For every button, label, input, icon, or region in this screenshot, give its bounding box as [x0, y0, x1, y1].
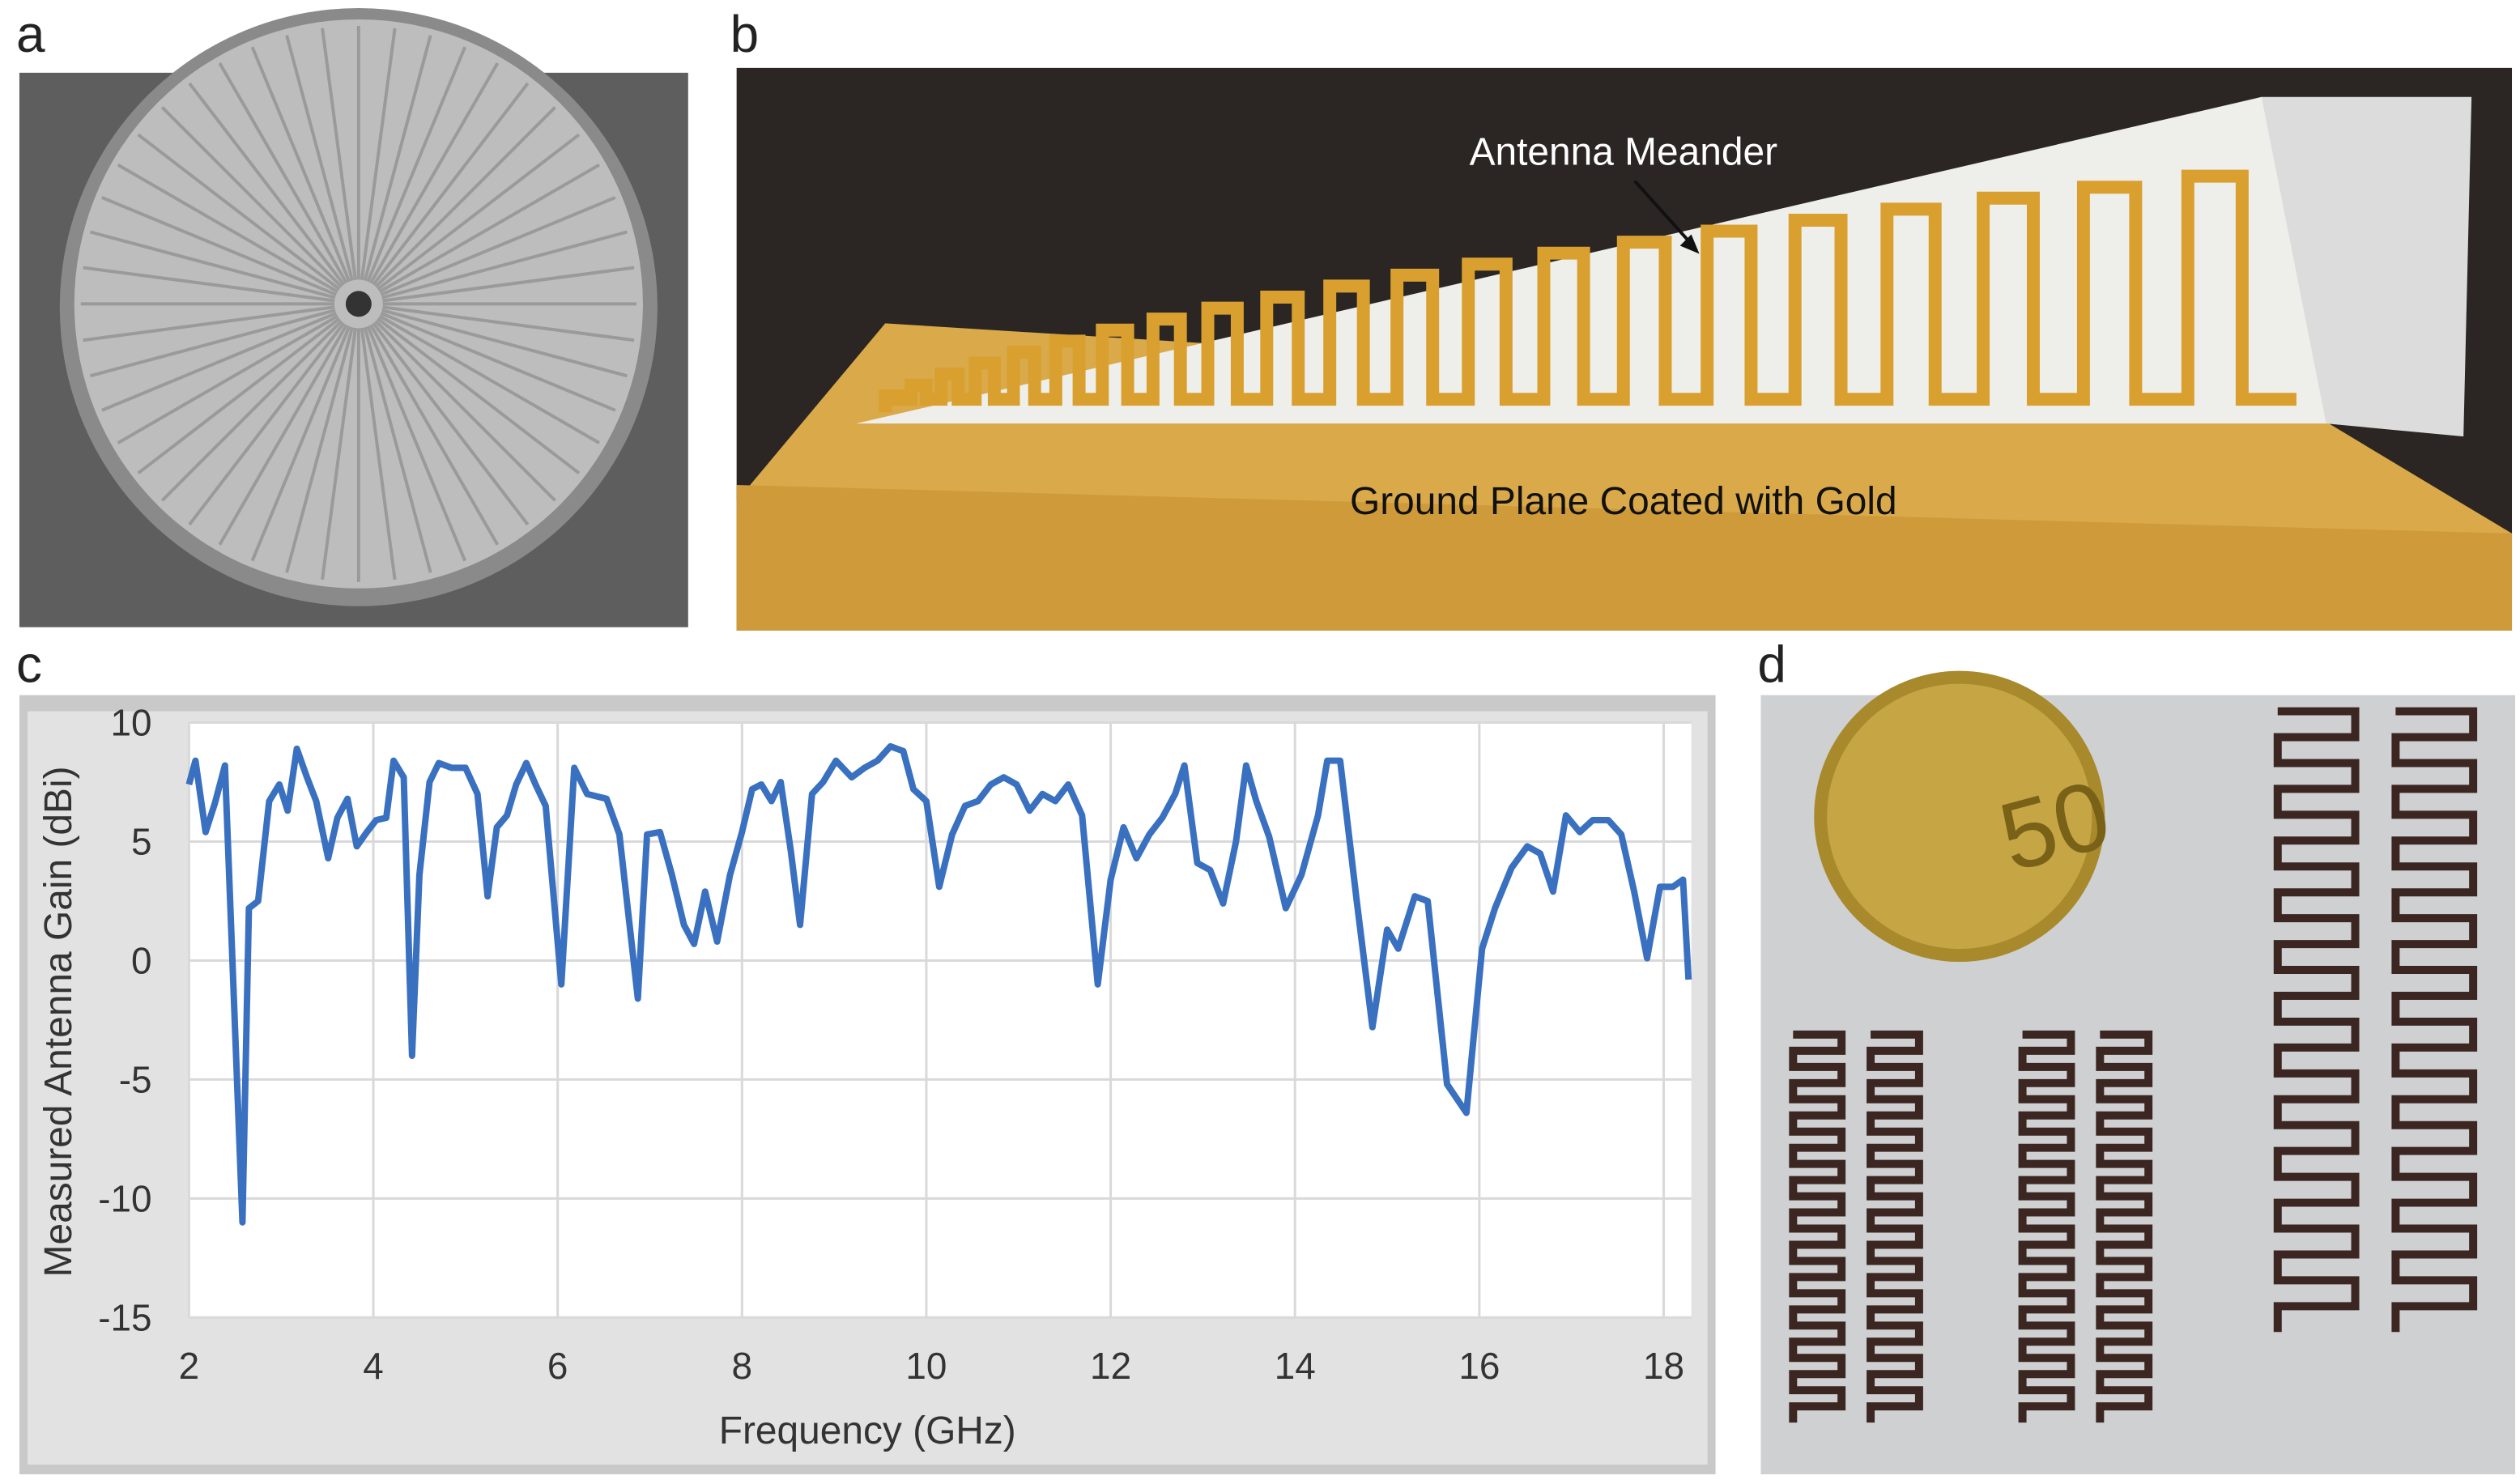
- panel-label: a: [16, 5, 45, 63]
- annotation: Antenna Meander: [1470, 131, 1777, 174]
- y-tick-label: -15: [98, 1296, 151, 1338]
- x-tick-label: 10: [905, 1345, 947, 1387]
- svg-text:50: 50: [1989, 760, 2121, 892]
- x-tick-label: 16: [1458, 1345, 1500, 1387]
- annotation: Ground Plane Coated with Gold: [1350, 480, 1897, 523]
- photo-d: 50: [1760, 670, 2516, 1475]
- x-tick-label: 18: [1643, 1345, 1684, 1387]
- x-tick-label: 2: [179, 1345, 200, 1387]
- y-axis-label: Measured Antenna Gain (dBi): [37, 766, 80, 1277]
- y-tick-label: 0: [131, 939, 152, 981]
- panel-label: d: [1757, 636, 1786, 694]
- panel-label: c: [16, 636, 42, 694]
- x-tick-label: 14: [1275, 1345, 1316, 1387]
- chart-frame: [19, 695, 1716, 1475]
- x-tick-label: 6: [547, 1345, 568, 1387]
- y-tick-label: 5: [131, 820, 152, 862]
- x-tick-label: 4: [363, 1345, 384, 1387]
- y-tick-label: -10: [98, 1177, 151, 1219]
- plot-area: -15 -10 -5 0 5 10 2 4 6 8 10 12 14 16 18: [98, 701, 1692, 1387]
- data-line: [185, 742, 1692, 1226]
- panel-label: b: [730, 5, 759, 63]
- x-tick-label: 8: [732, 1345, 753, 1387]
- x-tick-label: 12: [1090, 1345, 1131, 1387]
- photo-b: [736, 67, 2513, 631]
- photo-a: [19, 7, 688, 627]
- y-tick-label: 10: [110, 701, 151, 743]
- y-tick-label: -5: [119, 1058, 152, 1100]
- x-axis-label: Frequency (GHz): [719, 1410, 1016, 1452]
